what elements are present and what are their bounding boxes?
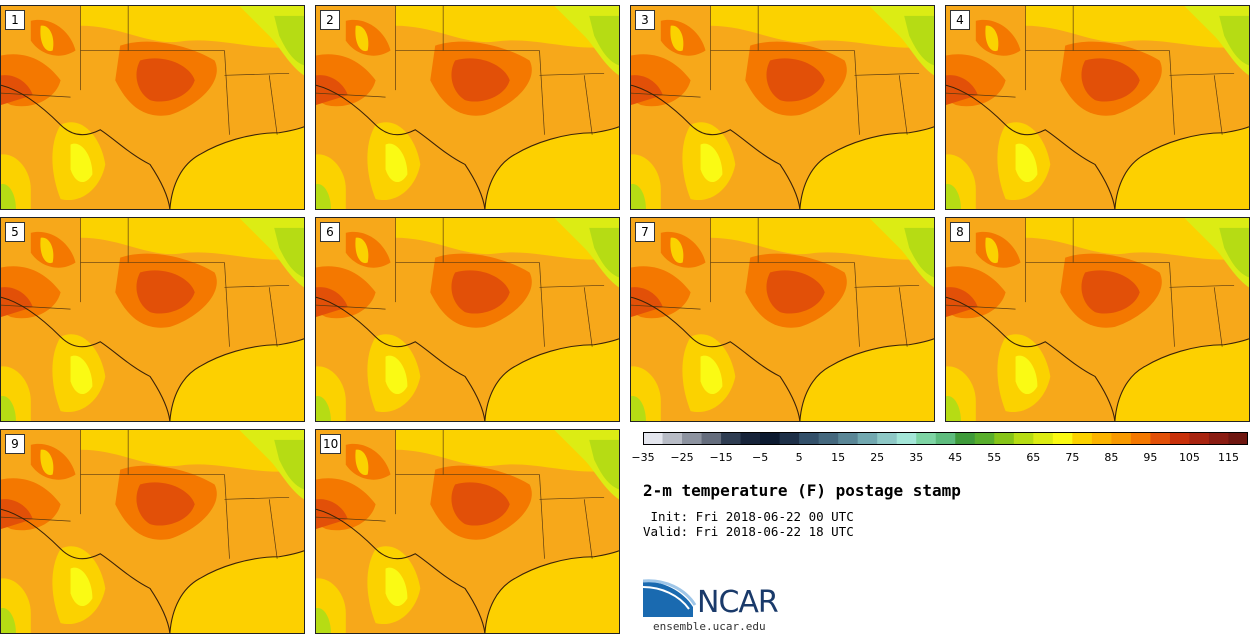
colorbar-swatch bbox=[643, 432, 664, 445]
colorbar-tick-label: 5 bbox=[795, 451, 803, 464]
colorbar-tick-label: −25 bbox=[670, 451, 694, 464]
colorbar-tick-label: 65 bbox=[1026, 451, 1041, 464]
member-map-7: 7 bbox=[630, 217, 935, 422]
temperature-map bbox=[631, 218, 934, 421]
colorbar-tick-label: 25 bbox=[870, 451, 885, 464]
member-map-2: 2 bbox=[315, 5, 620, 210]
colorbar-tick-label: 15 bbox=[831, 451, 846, 464]
colorbar-swatch bbox=[974, 432, 995, 445]
member-number-label: 4 bbox=[950, 10, 970, 30]
colorbar-swatch bbox=[1189, 432, 1210, 445]
colorbar-swatch bbox=[896, 432, 917, 445]
colorbar-swatch bbox=[1208, 432, 1229, 445]
member-map-4: 4 bbox=[945, 5, 1250, 210]
colorbar-swatch bbox=[1072, 432, 1093, 445]
colorbar-tick-label: −5 bbox=[751, 451, 769, 464]
colorbar-swatch bbox=[994, 432, 1015, 445]
ncar-logo-text: NCAR bbox=[697, 585, 779, 620]
temperature-map bbox=[1, 6, 304, 209]
temperature-map bbox=[1, 430, 304, 633]
colorbar-tick-label: 55 bbox=[987, 451, 1002, 464]
colorbar-tick-label: −15 bbox=[709, 451, 733, 464]
member-map-5: 5 bbox=[0, 217, 305, 422]
chart-title: 2-m temperature (F) postage stamp bbox=[643, 481, 961, 500]
colorbar-swatch bbox=[1150, 432, 1171, 445]
member-map-1: 1 bbox=[0, 5, 305, 210]
colorbar-swatch bbox=[1033, 432, 1054, 445]
colorbar-tick-label: 45 bbox=[948, 451, 963, 464]
colorbar-swatch bbox=[916, 432, 937, 445]
member-map-9: 9 bbox=[0, 429, 305, 634]
colorbar-swatch bbox=[818, 432, 839, 445]
colorbar-swatch bbox=[760, 432, 781, 445]
colorbar-swatch bbox=[838, 432, 859, 445]
member-number-label: 9 bbox=[5, 434, 25, 454]
colorbar-tick-label: 35 bbox=[909, 451, 924, 464]
colorbar-swatch bbox=[740, 432, 761, 445]
member-map-10: 10 bbox=[315, 429, 620, 634]
colorbar-swatch bbox=[799, 432, 820, 445]
member-number-label: 1 bbox=[5, 10, 25, 30]
colorbar-tick-label: 75 bbox=[1065, 451, 1080, 464]
member-number-label: 5 bbox=[5, 222, 25, 242]
colorbar-swatch bbox=[1130, 432, 1151, 445]
temperature-map bbox=[316, 218, 619, 421]
member-map-3: 3 bbox=[630, 5, 935, 210]
member-number-label: 2 bbox=[320, 10, 340, 30]
colorbar-tick-label: 85 bbox=[1104, 451, 1119, 464]
temperature-map bbox=[316, 430, 619, 633]
colorbar-swatch bbox=[662, 432, 683, 445]
member-number-label: 10 bbox=[320, 434, 342, 454]
colorbar-swatch bbox=[955, 432, 976, 445]
colorbar-swatch bbox=[857, 432, 878, 445]
colorbar-tick-label: −35 bbox=[631, 451, 655, 464]
temperature-map bbox=[1, 218, 304, 421]
colorbar-swatch bbox=[935, 432, 956, 445]
member-map-8: 8 bbox=[945, 217, 1250, 422]
member-number-label: 6 bbox=[320, 222, 340, 242]
colorbar-swatch bbox=[721, 432, 742, 445]
ncar-logo-icon bbox=[643, 579, 697, 617]
member-number-label: 3 bbox=[635, 10, 655, 30]
temperature-map bbox=[946, 6, 1249, 209]
colorbar-swatch bbox=[1052, 432, 1073, 445]
site-url[interactable]: ensemble.ucar.edu bbox=[653, 620, 766, 633]
member-map-6: 6 bbox=[315, 217, 620, 422]
colorbar-tick-label: 95 bbox=[1143, 451, 1158, 464]
colorbar-swatch bbox=[1228, 432, 1248, 445]
colorbar-swatch bbox=[682, 432, 703, 445]
member-number-label: 7 bbox=[635, 222, 655, 242]
member-number-label: 8 bbox=[950, 222, 970, 242]
colorbar-swatch bbox=[701, 432, 722, 445]
colorbar-tick-label: 105 bbox=[1178, 451, 1200, 464]
colorbar-swatch bbox=[1013, 432, 1034, 445]
temperature-map bbox=[946, 218, 1249, 421]
temperature-colorbar bbox=[643, 432, 1248, 445]
colorbar-swatch bbox=[1169, 432, 1190, 445]
colorbar-swatch bbox=[1091, 432, 1112, 445]
colorbar-swatch bbox=[779, 432, 800, 445]
valid-time: Valid: Fri 2018-06-22 18 UTC bbox=[643, 524, 854, 539]
colorbar-tick-label: 115 bbox=[1217, 451, 1239, 464]
temperature-map bbox=[316, 6, 619, 209]
temperature-map bbox=[631, 6, 934, 209]
colorbar-swatch bbox=[1111, 432, 1132, 445]
colorbar-swatch bbox=[877, 432, 898, 445]
init-time: Init: Fri 2018-06-22 00 UTC bbox=[643, 509, 854, 524]
